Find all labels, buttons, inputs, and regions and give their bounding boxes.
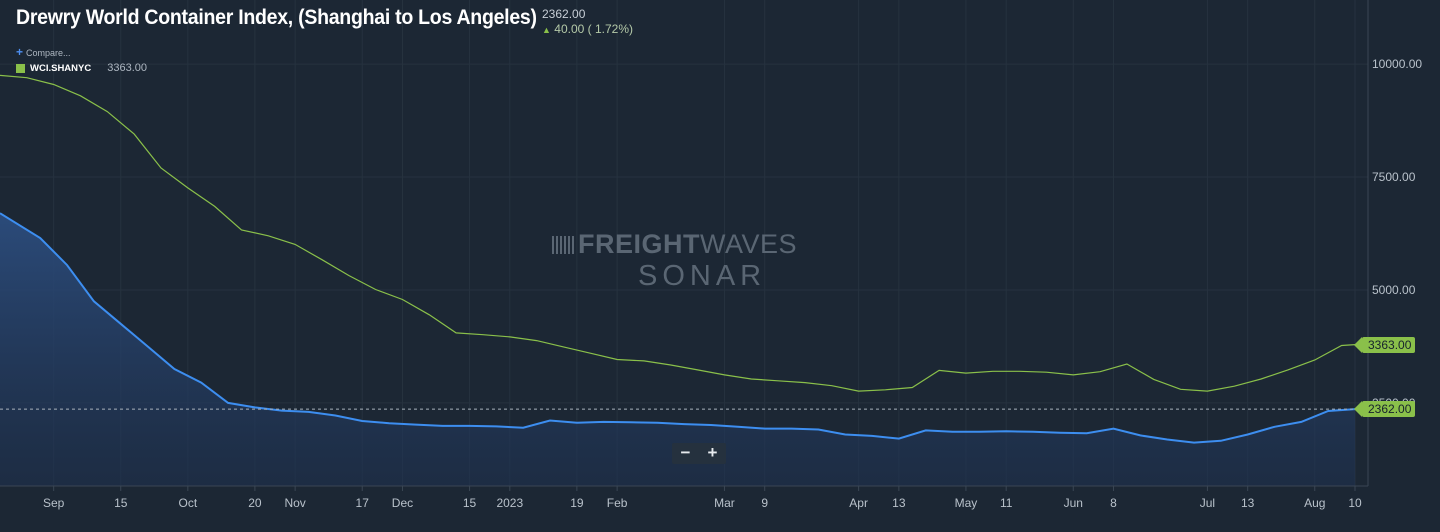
x-tick-label: Feb — [607, 496, 628, 510]
chart-header: Drewry World Container Index, (Shanghai … — [16, 6, 576, 30]
x-tick-label: Jun — [1064, 496, 1083, 510]
grid-lines — [0, 0, 1368, 486]
compare-button[interactable]: + Compare... — [16, 45, 71, 59]
x-tick-label: Sep — [43, 496, 65, 510]
x-tick-label: 2023 — [496, 496, 523, 510]
x-tick-label: 9 — [761, 496, 768, 510]
x-tick-label: 8 — [1110, 496, 1117, 510]
x-tick-label: 19 — [570, 496, 584, 510]
legend-value: 3363.00 — [107, 62, 147, 74]
x-tick-label: May — [955, 496, 978, 510]
chart-title: Drewry World Container Index, (Shanghai … — [16, 6, 537, 29]
last-value-tag-main: 2362.00 — [1353, 401, 1416, 418]
plus-icon: + — [16, 45, 24, 59]
x-axis-ticks: Sep 15 Oct 20 Nov 17 Dec 15 2023 19 Feb Mar 9 Apr 13 Ma… — [43, 486, 1362, 510]
x-tick-label: 17 — [356, 496, 370, 510]
x-tick-label: Aug — [1304, 496, 1325, 510]
quote-box: 2362.00 ▲ 40.00 ( 1.72%) — [542, 7, 633, 38]
x-tick-label: 15 — [114, 496, 128, 510]
legend-swatch — [16, 63, 25, 73]
x-tick-label: Oct — [178, 496, 197, 510]
y-tick-label: 7500.00 — [1372, 170, 1416, 184]
x-tick-label: 11 — [1000, 496, 1013, 510]
sonar-watermark: SONAR — [638, 260, 767, 292]
last-value-tag-compare: 3363.00 — [1353, 336, 1416, 353]
x-tick-label: 13 — [892, 496, 906, 510]
x-tick-label: 10 — [1348, 496, 1362, 510]
x-tick-label: Jul — [1200, 496, 1215, 510]
x-tick-label: Nov — [284, 496, 305, 510]
change-value: ▲ 40.00 ( 1.72%) — [542, 22, 633, 36]
x-tick-label: 13 — [1241, 496, 1255, 510]
last-value: 2362.00 — [542, 7, 586, 21]
freightwaves-logo-icon — [552, 236, 574, 254]
x-tick-label: 20 — [248, 496, 262, 510]
area-fill — [0, 213, 1355, 486]
y-tick-label: 5000.00 — [1372, 283, 1416, 297]
zoom-in-button[interactable]: + — [707, 443, 718, 462]
arrow-up-icon: ▲ — [542, 25, 551, 35]
x-tick-label: Apr — [849, 496, 868, 510]
zoom-out-button[interactable]: − — [680, 443, 691, 462]
series-line-wci-shanyc — [0, 74, 1356, 392]
zoom-controls: − + — [672, 443, 726, 464]
x-tick-label: 15 — [463, 496, 477, 510]
legend-symbol: WCI.SHANYC — [30, 62, 92, 74]
series-line-drewry — [0, 212, 1356, 444]
x-tick-label: Mar — [714, 496, 735, 510]
x-tick-label: Dec — [392, 496, 413, 510]
freightwaves-watermark: FREIGHTWAVES — [552, 229, 797, 260]
legend-item-wci-shanyc[interactable]: WCI.SHANYC 3363.00 — [16, 62, 147, 74]
y-tick-label: 10000.00 — [1372, 57, 1422, 71]
